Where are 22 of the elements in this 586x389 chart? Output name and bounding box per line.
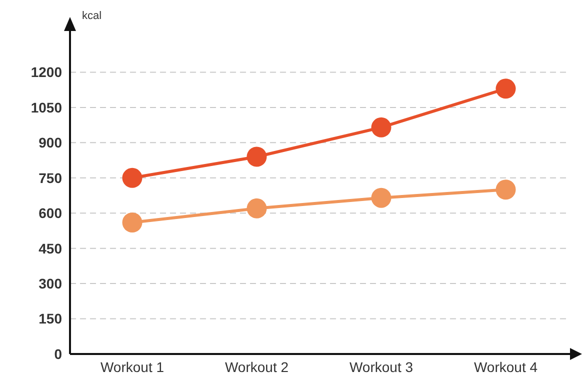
point	[122, 168, 142, 188]
point	[371, 117, 392, 138]
y-tick-label: 0	[54, 346, 62, 362]
y-tick-label: 1200	[30, 64, 62, 80]
x-tick-label: Workout 2	[224, 358, 289, 375]
point	[246, 146, 267, 167]
y-tick-label: 750	[38, 170, 62, 186]
y-tick-label: 600	[38, 205, 62, 222]
x-tick-label: Workout 1	[100, 358, 164, 375]
point	[496, 180, 516, 200]
y-tick-label: 900	[38, 134, 62, 151]
point	[246, 198, 267, 218]
point	[496, 78, 516, 99]
y-tick-label: 150	[38, 310, 62, 327]
y-tick-label: 1050	[30, 99, 62, 116]
point	[122, 212, 142, 233]
x-tick-label: Workout 4	[474, 358, 538, 375]
y-axis-title: kcal	[82, 10, 102, 22]
x-tick-label: Workout 3	[349, 358, 414, 375]
y-tick-label: 300	[38, 276, 62, 292]
point	[371, 188, 392, 208]
y-tick-label: 450	[38, 240, 62, 256]
